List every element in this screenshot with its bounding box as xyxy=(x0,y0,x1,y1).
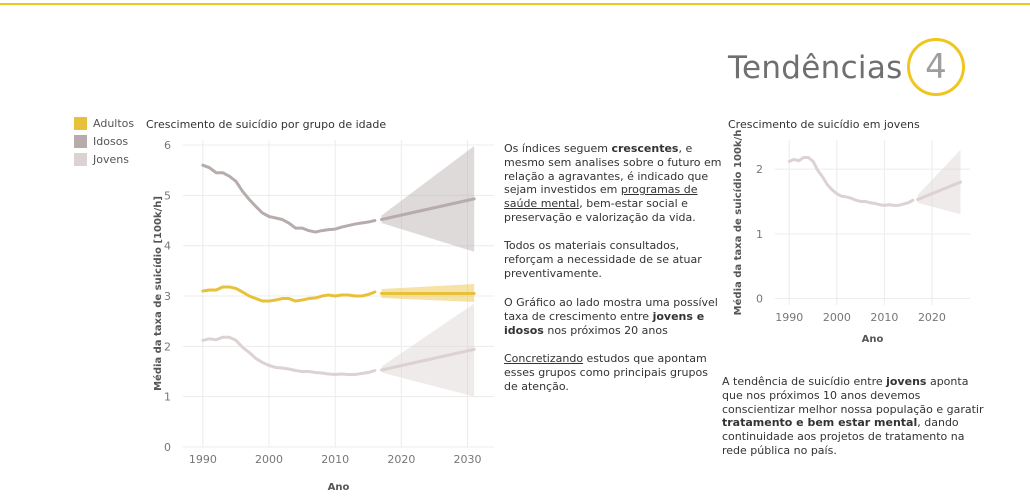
x-tick-label: 1990 xyxy=(189,453,217,466)
p5-segment: jovens xyxy=(886,375,927,388)
y-tick-label: 2 xyxy=(164,340,171,353)
p5-segment: A tendência de suicídio entre xyxy=(722,375,887,388)
p4-segment: Concretizando xyxy=(504,352,584,365)
x-tick-label: 1990 xyxy=(775,311,803,324)
y-tick-label: 4 xyxy=(164,240,171,253)
forecast-band-jovens xyxy=(917,149,961,215)
series-line-idosos xyxy=(201,163,377,234)
x-tick-label: 2010 xyxy=(321,453,349,466)
p1-segment: Os índices seguem xyxy=(504,142,612,155)
y-tick-label: 3 xyxy=(164,290,171,303)
p1-segment: , e mesmo sem analises sobre o futuro em… xyxy=(504,142,722,197)
p4-segment: estudos que apontam esses grupos como pr… xyxy=(504,352,708,393)
forecast-band-jovens xyxy=(381,303,475,397)
p1-segment: crescentes xyxy=(611,142,679,155)
chart-title-main: Crescimento de suicídio por grupo de ida… xyxy=(146,118,387,131)
x-tick-label: 2020 xyxy=(918,311,946,324)
p1-segment: programas de saúde mental xyxy=(504,183,698,211)
y-axis-label: Média da taxa de suicídio 100k/h xyxy=(732,130,744,316)
legend-label: Idosos xyxy=(93,134,129,148)
chart-title-youth: Crescimento de suicídio em jovens xyxy=(728,118,920,131)
x-tick-label: 2010 xyxy=(870,311,898,324)
legend-item-idosos[interactable]: Idosos xyxy=(74,132,134,150)
legend-swatch-jovens xyxy=(74,152,87,166)
text-paragraph-4: Concretizando estudos que apontam esses … xyxy=(504,352,714,393)
p5-segment: , dando continuidade aos projetos de tra… xyxy=(722,416,965,457)
page-title: Tendências xyxy=(728,50,903,86)
forecast-line-jovens xyxy=(380,347,476,372)
y-tick-label: 1 xyxy=(164,391,171,404)
text-paragraph-5: A tendência de suicídio entre jovens apo… xyxy=(722,375,984,458)
legend-label: Jovens xyxy=(93,152,129,166)
p1-segment: , bem-estar social e preservação e valor… xyxy=(504,197,696,224)
p5-segment: tratamento e bem estar mental xyxy=(722,416,918,430)
x-axis-label: Ano xyxy=(328,482,350,493)
y-tick-label: 1 xyxy=(756,228,763,241)
text-paragraph-3: O Gráfico ao lado mostra uma possível ta… xyxy=(504,296,722,337)
y-tick-label: 6 xyxy=(164,139,171,152)
y-axis-label: Média da taxa de suicídio [100k/h] xyxy=(152,196,164,391)
p3-segment: nos próximos 20 anos xyxy=(543,323,668,337)
p2-segment: Todos os materiais consultados, reforçam… xyxy=(504,239,702,280)
series-line-jovens xyxy=(787,155,915,207)
series-line-jovens xyxy=(201,335,377,377)
legend-label: Adultos xyxy=(93,116,135,130)
forecast-band-idosos xyxy=(381,146,475,252)
x-tick-label: 2020 xyxy=(387,453,415,466)
text-paragraph-1: Os índices seguem crescentes, e mesmo se… xyxy=(504,142,722,225)
x-tick-label: 2000 xyxy=(823,311,851,324)
y-tick-label: 0 xyxy=(756,293,763,306)
x-tick-label: 2030 xyxy=(454,453,482,466)
y-tick-label: 5 xyxy=(164,189,171,202)
x-tick-label: 2000 xyxy=(255,453,283,466)
top-accent-rule xyxy=(0,3,1030,5)
p3-segment: jovens e idosos xyxy=(504,309,705,337)
legend: Adultos Idosos Jovens xyxy=(74,114,134,168)
legend-item-jovens[interactable]: Jovens xyxy=(74,150,134,168)
x-axis-label: Ano xyxy=(862,334,884,345)
y-tick-label: 2 xyxy=(756,163,763,176)
p3-segment: O Gráfico ao lado mostra uma possível ta… xyxy=(504,296,718,323)
p5-segment: aponta que nos próximos 10 anos devemos … xyxy=(722,375,984,416)
legend-item-adultos[interactable]: Adultos xyxy=(74,114,134,132)
y-tick-label: 0 xyxy=(164,441,171,454)
series-line-adultos xyxy=(201,285,377,303)
forecast-line-idosos xyxy=(380,197,476,222)
legend-swatch-idosos xyxy=(74,134,87,148)
text-paragraph-2: Todos os materiais consultados, reforçam… xyxy=(504,239,722,280)
legend-swatch-adultos xyxy=(74,116,87,130)
forecast-line-jovens xyxy=(916,180,962,202)
section-number-badge: 4 xyxy=(907,38,965,96)
